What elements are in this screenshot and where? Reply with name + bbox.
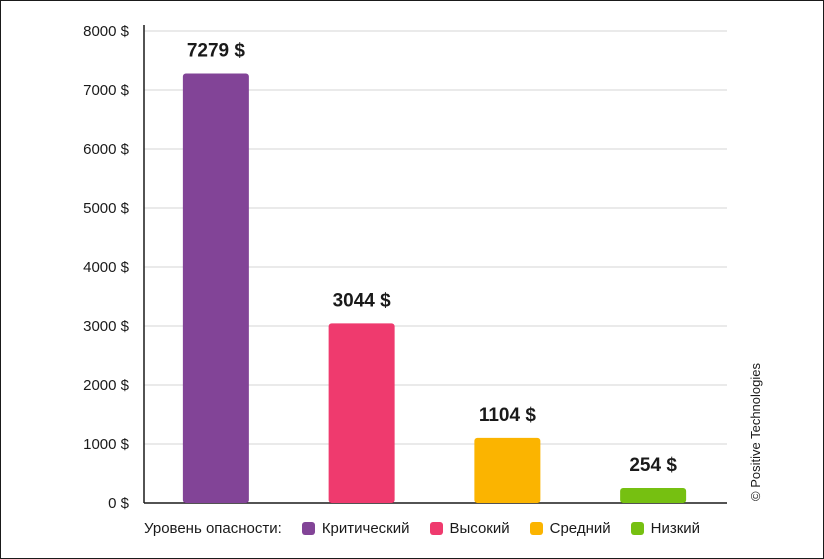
y-tick-label: 6000 $ — [83, 141, 130, 158]
legend-label-medium: Средний — [549, 519, 611, 537]
legend-item-medium: Средний — [529, 519, 611, 537]
y-tick-label: 0 $ — [108, 495, 130, 512]
legend-swatch-high — [429, 521, 443, 535]
data-label: 254 $ — [629, 455, 677, 476]
legend-item-high: Высокий — [429, 519, 510, 537]
legend-swatch-low — [630, 521, 644, 535]
y-tick-label: 8000 $ — [83, 23, 130, 40]
y-tick-label: 7000 $ — [83, 82, 130, 99]
bar — [328, 323, 395, 503]
y-tick-label: 4000 $ — [83, 259, 130, 276]
data-label: 3044 $ — [333, 290, 392, 311]
copyright-text: © Positive Technologies — [748, 363, 763, 501]
y-axis: 0 $ 1000 $ 2000 $ 3000 $ 4000 $ 5000 $ 6000 $ 7… — [83, 23, 727, 512]
y-tick-label: 1000 $ — [83, 436, 130, 453]
legend-label-critical: Критический — [321, 519, 410, 537]
legend-title: Уровень опасности: — [144, 519, 282, 537]
legend-swatch-medium — [529, 521, 543, 535]
data-labels: 7279 $ 3044 $ 1104 $ 254 $ — [187, 41, 678, 476]
legend-swatch-critical — [301, 521, 315, 535]
bars — [182, 73, 687, 503]
bar — [620, 488, 687, 503]
legend: Уровень опасности: Критический Высокий С… — [144, 518, 700, 538]
legend-label-high: Высокий — [449, 519, 510, 537]
y-tick-label: 5000 $ — [83, 200, 130, 217]
y-tick-label: 2000 $ — [83, 377, 130, 394]
legend-item-low: Низкий — [630, 519, 701, 537]
y-tick-label: 3000 $ — [83, 318, 130, 335]
legend-label-low: Низкий — [650, 519, 701, 537]
data-label: 7279 $ — [187, 41, 246, 62]
bar — [182, 73, 249, 503]
data-label: 1104 $ — [479, 405, 536, 426]
legend-item-critical: Критический — [301, 519, 410, 537]
bar — [474, 437, 541, 503]
